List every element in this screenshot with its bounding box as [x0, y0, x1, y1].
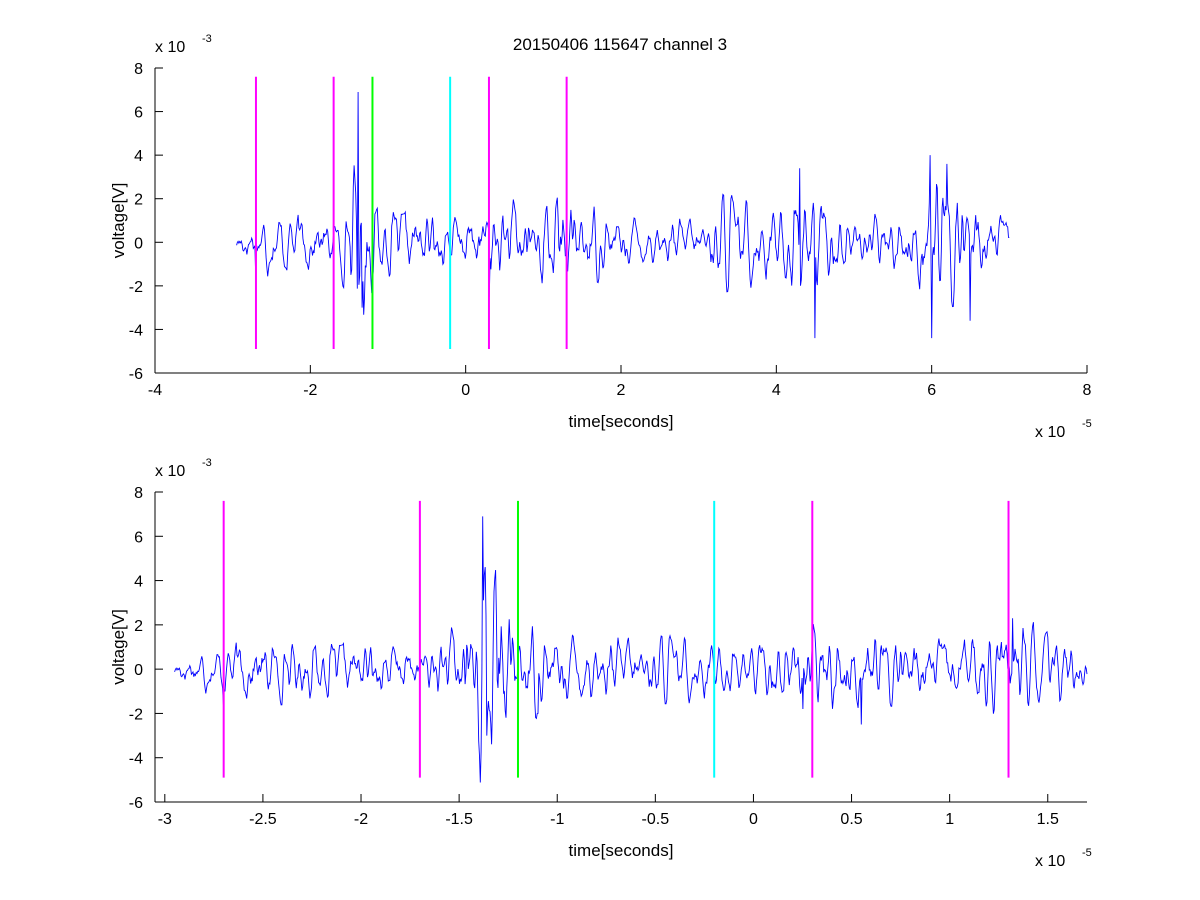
- x-axis-label: time[seconds]: [569, 841, 674, 860]
- x-tick-label: -4: [148, 382, 162, 399]
- bottom-axes: -3 -2.5 -2 -1.5 -1 -0.5 0 0.5 1 1.5 -6 -4 -2 0 2 4 6 8 tim…: [109, 457, 1092, 870]
- voltage-trace: [236, 91, 1010, 339]
- x-tick-label: 4: [772, 382, 781, 399]
- x-multiplier: x 10: [1035, 424, 1065, 441]
- x-tick-label: -3: [158, 811, 172, 828]
- y-exponent: -3: [202, 457, 212, 469]
- x-tick-label: -0.5: [642, 811, 670, 828]
- y-tick-label: -4: [129, 322, 143, 339]
- y-tick-label: -2: [129, 279, 143, 296]
- x-tick-label: -2: [354, 811, 368, 828]
- y-tick-label: 2: [134, 192, 143, 209]
- y-tick-label: 4: [134, 148, 143, 165]
- y-tick-label: -6: [129, 795, 143, 812]
- x-tick-label: 2: [617, 382, 626, 399]
- y-axis-label: voltage[V]: [109, 609, 128, 685]
- y-tick-label: 6: [134, 529, 143, 546]
- x-tick-label: 8: [1083, 382, 1092, 399]
- y-tick-label: 6: [134, 105, 143, 122]
- y-tick-label: -2: [129, 706, 143, 723]
- figure-title: 20150406 115647 channel 3: [513, 35, 727, 54]
- x-exponent: -5: [1082, 847, 1092, 859]
- y-tick-label: -6: [129, 366, 143, 383]
- y-tick-label: -4: [129, 751, 143, 768]
- y-tick-label: 0: [134, 662, 143, 679]
- x-tick-label: 1.5: [1037, 811, 1059, 828]
- y-multiplier: x 10: [155, 463, 185, 480]
- x-tick-label: -2: [303, 382, 317, 399]
- x-tick-label: -2.5: [249, 811, 277, 828]
- x-tick-label: 1: [945, 811, 954, 828]
- y-tick-label: 2: [134, 618, 143, 635]
- y-tick-label: 8: [134, 61, 143, 78]
- y-axis-label: voltage[V]: [109, 183, 128, 259]
- x-tick-label: 0: [749, 811, 758, 828]
- y-tick-label: 8: [134, 485, 143, 502]
- x-axis-label: time[seconds]: [569, 412, 674, 431]
- voltage-trace: [174, 516, 1088, 783]
- y-tick-label: 0: [134, 235, 143, 252]
- top-axes: -4 -2 0 2 4 6 8 -6 -4 -2 0 2 4 6 8 time[seconds] voltage…: [109, 33, 1092, 441]
- x-tick-label: -1: [550, 811, 564, 828]
- y-tick-label: 4: [134, 574, 143, 591]
- y-exponent: -3: [202, 33, 212, 45]
- y-multiplier: x 10: [155, 39, 185, 56]
- x-tick-label: 0.5: [840, 811, 862, 828]
- x-exponent: -5: [1082, 418, 1092, 430]
- x-multiplier: x 10: [1035, 853, 1065, 870]
- x-tick-label: -1.5: [445, 811, 473, 828]
- x-tick-label: 6: [927, 382, 936, 399]
- x-tick-label: 0: [461, 382, 470, 399]
